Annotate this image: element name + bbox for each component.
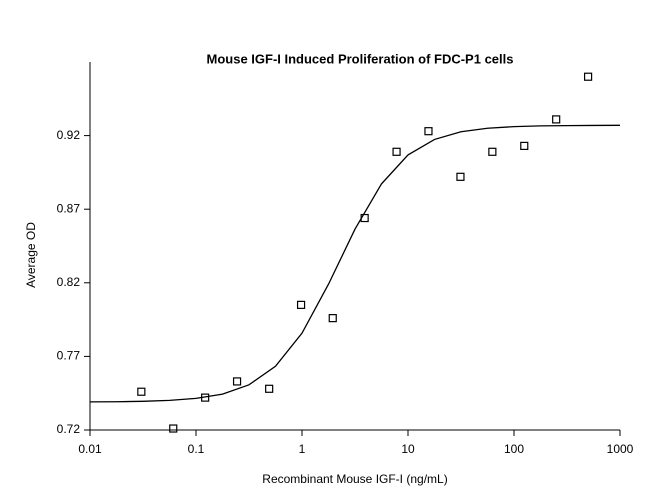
data-point [169, 424, 178, 433]
y-tick-label: 0.77 [57, 349, 81, 363]
x-tick-label: 100 [504, 442, 524, 456]
data-point [328, 314, 337, 323]
data-point [488, 147, 497, 156]
chart-title: Mouse IGF-I Induced Proliferation of FDC… [207, 51, 514, 66]
y-tick-label: 0.87 [57, 201, 81, 215]
x-tick-label: 0.1 [188, 442, 205, 456]
data-point [456, 172, 465, 181]
data-point [424, 127, 433, 136]
x-tick-label: 1 [299, 442, 306, 456]
data-point [520, 141, 529, 151]
data-point [552, 115, 561, 124]
y-tick-label: 0.92 [57, 128, 81, 142]
y-tick-label: 0.82 [57, 275, 81, 289]
x-tick-label: 1000 [607, 442, 634, 456]
x-tick-label: 10 [401, 442, 415, 456]
x-axis-label: Recombinant Mouse IGF-I (ng/mL) [262, 472, 447, 486]
data-point [201, 393, 210, 402]
data-point [296, 300, 306, 309]
data-point [265, 384, 274, 393]
data-point [583, 72, 593, 81]
fit-curve [89, 124, 621, 403]
y-tick-label: 0.72 [57, 422, 81, 436]
data-point [360, 213, 369, 223]
y-axis-label: Average OD [24, 222, 38, 288]
data-point [137, 387, 146, 396]
x-tick-label: 0.01 [78, 442, 102, 456]
data-point [392, 147, 401, 156]
data-point [232, 377, 242, 386]
